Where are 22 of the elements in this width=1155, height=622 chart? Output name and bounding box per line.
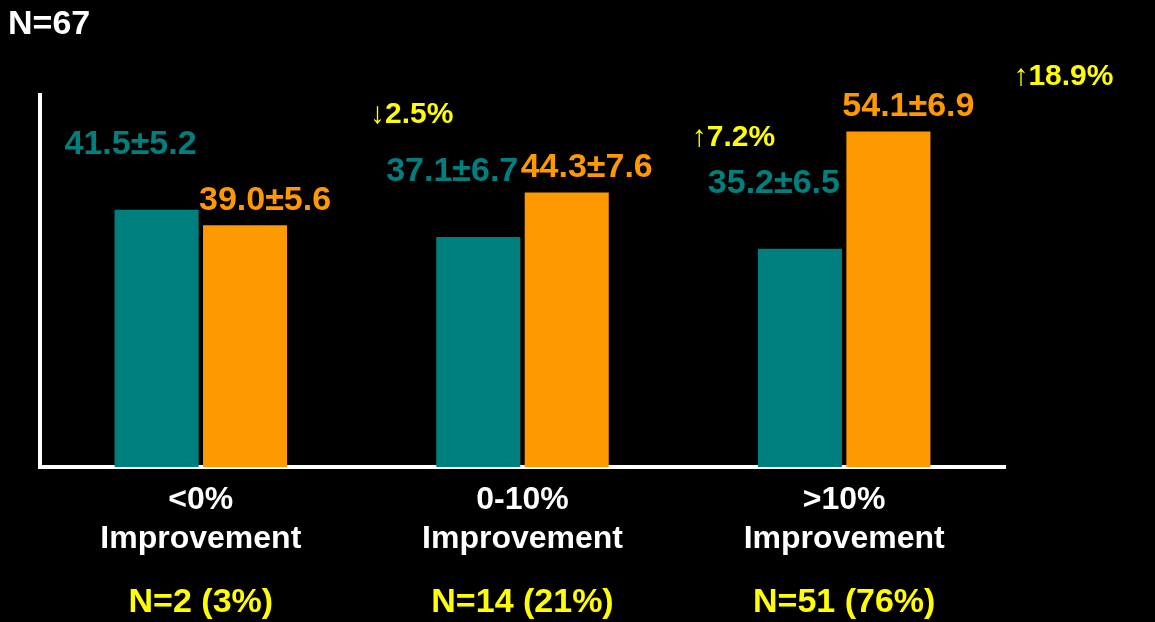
bar: [846, 131, 931, 468]
text: ↑18.9%: [1013, 57, 1114, 91]
data-label: 44.3±7.6: [520, 145, 653, 184]
x-tick-label: <0% Improvement: [100, 480, 302, 555]
annotation: ↓2.5%: [370, 96, 454, 130]
text: N=67: [8, 3, 91, 42]
bar: [524, 192, 609, 468]
annotation: ↑7.2%: [691, 118, 776, 152]
text: N=2 (3%): [128, 581, 274, 620]
bar: [203, 225, 288, 468]
data-label: 35.2±6.5: [707, 162, 840, 201]
data-label: 54.1±6.9: [842, 84, 975, 123]
bar: [757, 248, 842, 468]
data-label: 41.5±5.2: [64, 123, 197, 162]
text: N=51 (76%): [752, 581, 936, 620]
bar: [114, 209, 199, 468]
x-tick-label: >10% Improvement: [743, 480, 945, 555]
data-label: 39.0±5.6: [199, 178, 332, 217]
bar: [436, 237, 521, 468]
data-label: 37.1±6.7: [386, 150, 519, 189]
text: N=14 (21%): [431, 581, 614, 620]
x-tick-label: 0-10% Improvement: [422, 480, 624, 555]
